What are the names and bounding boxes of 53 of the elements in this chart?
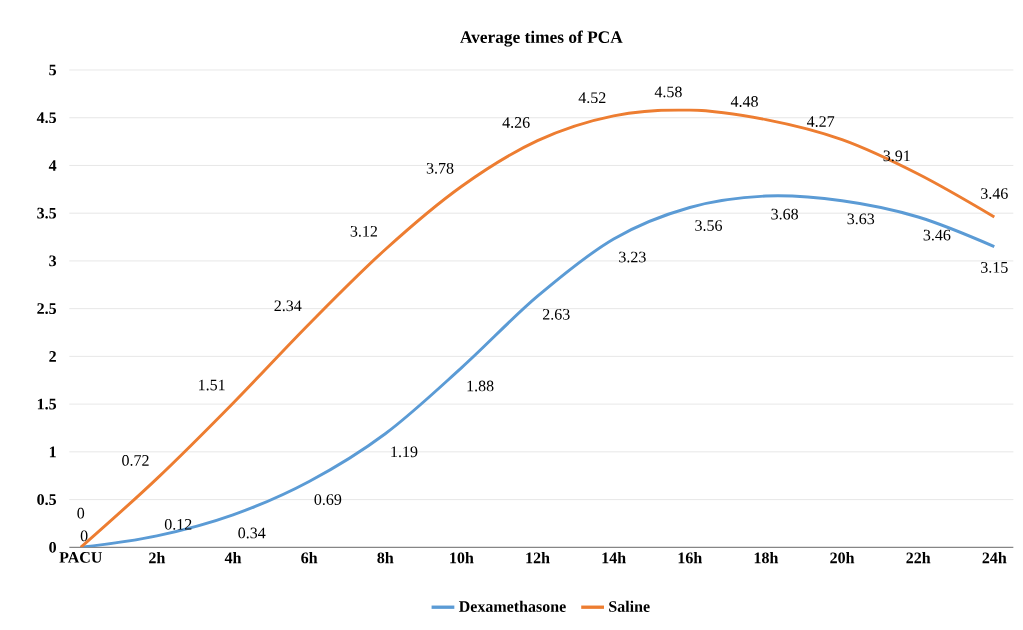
y-tick-label: 4 xyxy=(48,160,57,171)
y-tick-label: 3.5 xyxy=(37,207,57,219)
x-tick-label: 6h xyxy=(301,552,318,564)
y-tick-label: 2.5 xyxy=(37,303,57,315)
data-label: 3.68 xyxy=(771,208,799,220)
data-label: 4.27 xyxy=(806,116,835,127)
data-label: 0.72 xyxy=(122,455,149,466)
x-tick-label: 20h xyxy=(830,552,855,564)
data-label: 4.58 xyxy=(654,86,682,98)
data-label: 3.23 xyxy=(619,251,646,263)
data-label: 0 xyxy=(77,507,85,519)
legend-label: Saline xyxy=(609,600,650,612)
data-label: 2.34 xyxy=(274,300,302,312)
y-tick-label: 1 xyxy=(49,446,56,458)
data-label: 4.26 xyxy=(502,117,530,128)
data-label: 3.46 xyxy=(923,229,951,241)
y-tick-label: 5 xyxy=(49,64,57,76)
x-tick-label: 10h xyxy=(450,552,474,564)
data-label: 0.12 xyxy=(164,518,192,530)
data-label: 3.12 xyxy=(350,225,378,237)
x-tick-label: 8h xyxy=(377,552,394,564)
y-tick-label: 2 xyxy=(49,351,56,362)
x-tick-label: 18h xyxy=(754,552,779,564)
x-tick-label: 4h xyxy=(224,552,242,564)
data-label: 3.63 xyxy=(847,213,875,225)
data-label: 1.19 xyxy=(391,446,418,458)
data-label: 4.52 xyxy=(578,92,606,104)
data-label: 0.69 xyxy=(314,494,342,506)
data-label: 1.51 xyxy=(199,379,225,391)
x-tick-label: 16h xyxy=(678,552,702,564)
x-tick-label: 22h xyxy=(906,552,931,564)
y-tick-label: 4.5 xyxy=(36,112,57,124)
data-label: 3.56 xyxy=(695,220,723,231)
data-label: 3.15 xyxy=(981,261,1008,273)
data-label: 0 xyxy=(80,530,88,542)
data-label: 3.46 xyxy=(981,188,1008,199)
x-tick-label: 14h xyxy=(602,552,626,564)
data-label: 2.63 xyxy=(542,308,570,320)
y-tick-label: 3 xyxy=(49,255,57,267)
y-tick-label: 1.5 xyxy=(37,398,57,410)
x-tick-label: 24h xyxy=(982,552,1007,564)
data-label: 1.88 xyxy=(467,380,494,392)
chart-title: Average times of PCA xyxy=(460,30,623,47)
data-label: 3.91 xyxy=(883,150,910,162)
legend-label: Dexamethasone xyxy=(458,600,566,612)
data-label: 4.48 xyxy=(730,96,758,107)
y-tick-label: 0.5 xyxy=(37,494,57,506)
data-label: 0.34 xyxy=(238,527,266,539)
data-label: 3.78 xyxy=(426,162,454,174)
x-tick-label: PACU xyxy=(59,552,102,563)
x-tick-label: 12h xyxy=(526,552,550,564)
y-tick-label: 0 xyxy=(49,541,57,553)
x-tick-label: 2h xyxy=(149,552,166,564)
